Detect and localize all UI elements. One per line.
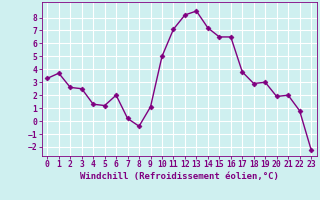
X-axis label: Windchill (Refroidissement éolien,°C): Windchill (Refroidissement éolien,°C) <box>80 172 279 181</box>
